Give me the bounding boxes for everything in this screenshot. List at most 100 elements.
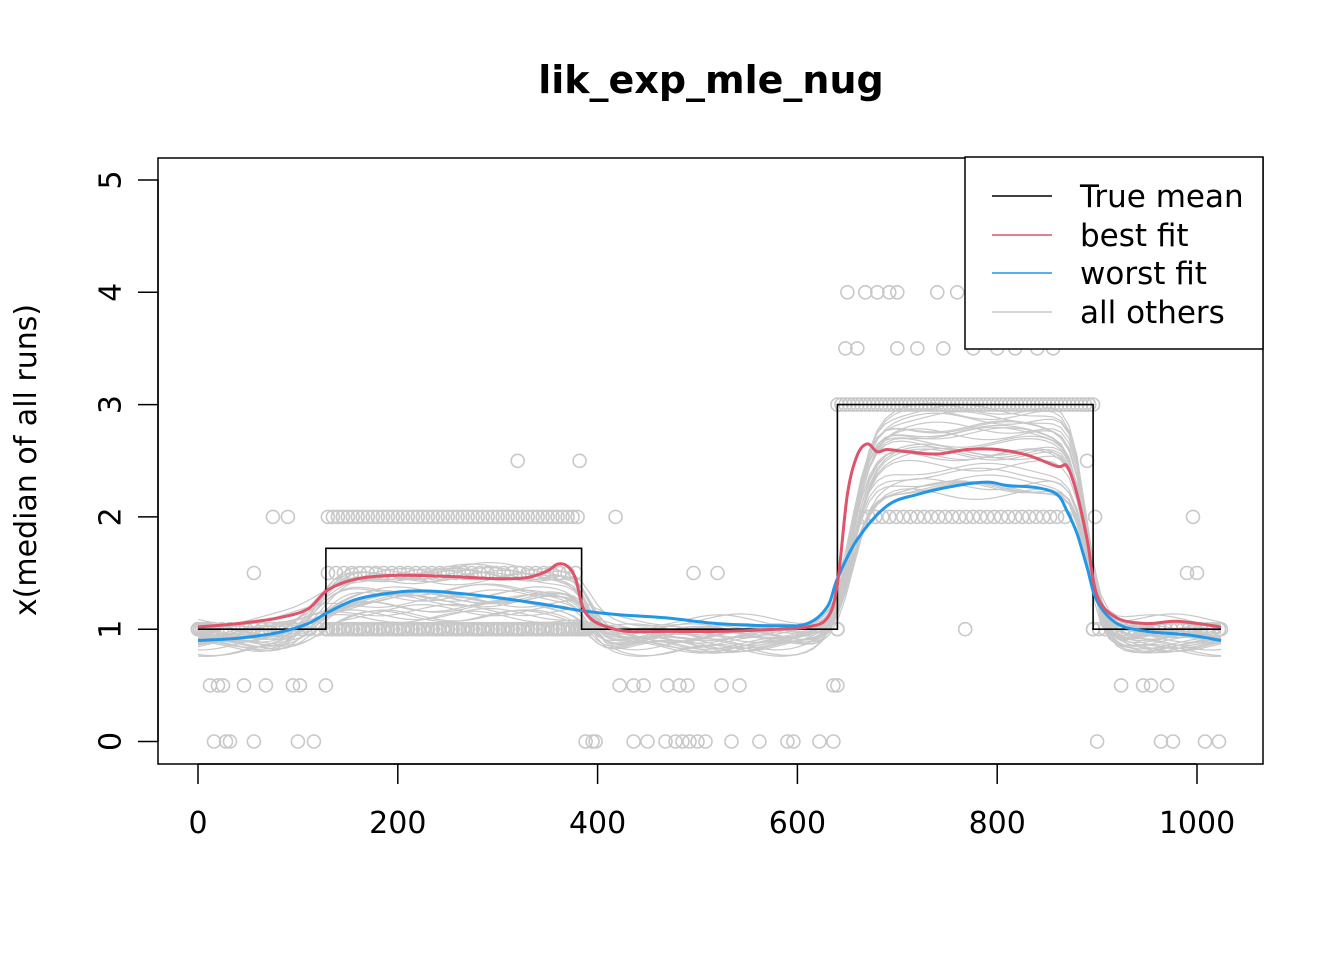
median-point — [448, 621, 464, 637]
median-point — [540, 509, 555, 525]
median-point — [525, 509, 541, 525]
true-mean-line — [198, 403, 1221, 631]
x-tick-label: 1000 — [1159, 806, 1235, 841]
x-tick-label: 200 — [369, 806, 426, 841]
median-point — [550, 509, 565, 525]
median-point — [464, 621, 480, 637]
median-point — [404, 621, 420, 637]
median-point — [440, 509, 456, 525]
median-point — [923, 509, 939, 525]
legend-label-true-mean: True mean — [1079, 179, 1244, 215]
median-point — [686, 565, 701, 581]
median-point — [668, 734, 683, 749]
median-point — [470, 509, 486, 525]
median-point — [325, 509, 341, 525]
x-tick-label: 400 — [569, 806, 626, 841]
median-point — [680, 678, 695, 693]
median-point — [732, 678, 747, 693]
median-point — [524, 621, 540, 637]
median-point — [480, 621, 496, 637]
median-point — [888, 509, 904, 525]
median-point — [520, 565, 536, 581]
median-point — [464, 565, 480, 581]
median-point — [432, 565, 448, 581]
median-point — [400, 565, 416, 581]
legend-label-worst-fit: worst fit — [1080, 256, 1207, 292]
other-run-line — [197, 481, 1222, 647]
median-point — [1211, 734, 1227, 749]
median-point — [1153, 734, 1169, 749]
median-point — [306, 734, 322, 749]
median-point — [460, 621, 476, 637]
median-point — [460, 509, 476, 525]
median-point — [555, 509, 570, 525]
median-point — [218, 734, 234, 749]
median-point — [564, 621, 579, 637]
median-point — [935, 341, 951, 356]
median-point — [375, 509, 391, 525]
median-point — [1021, 509, 1037, 525]
median-point — [889, 341, 905, 356]
median-point — [958, 509, 974, 525]
median-point — [902, 509, 918, 525]
median-point — [450, 509, 466, 525]
median-point — [979, 509, 995, 525]
median-point — [857, 284, 873, 300]
median-point — [572, 453, 587, 469]
median-point — [626, 678, 641, 693]
median-point — [849, 341, 865, 356]
median-point — [570, 509, 585, 525]
median-point — [840, 284, 855, 300]
median-point — [972, 509, 988, 525]
median-point — [588, 734, 603, 749]
median-point — [578, 734, 593, 749]
median-point — [515, 509, 531, 525]
median-point — [410, 509, 426, 525]
median-point — [930, 509, 946, 525]
median-point — [640, 734, 655, 749]
median-point — [335, 509, 351, 525]
median-point — [340, 621, 356, 637]
median-point — [424, 565, 440, 581]
median-point — [336, 621, 352, 637]
median-point — [1000, 509, 1016, 525]
median-point — [285, 678, 301, 693]
median-point — [436, 621, 452, 637]
median-point — [658, 734, 673, 749]
median-point — [1049, 509, 1065, 525]
median-point — [408, 565, 424, 581]
median-point — [400, 621, 416, 637]
median-point — [500, 509, 516, 525]
median-point — [445, 509, 461, 525]
median-point — [492, 621, 508, 637]
y-tick-label: 5 — [94, 170, 129, 189]
median-point — [944, 509, 960, 525]
median-point — [556, 621, 571, 637]
median-point — [444, 621, 460, 637]
y-tick-label: 3 — [94, 395, 129, 414]
median-point — [532, 621, 548, 637]
legend-label-best-fit: best fit — [1080, 218, 1189, 254]
median-point — [485, 509, 501, 525]
median-point — [881, 284, 897, 300]
median-point — [484, 621, 500, 637]
median-point — [416, 565, 432, 581]
median-point — [332, 621, 348, 637]
median-point — [384, 565, 400, 581]
median-point — [724, 734, 739, 749]
median-point — [370, 509, 386, 525]
median-point — [456, 621, 472, 637]
median-point — [348, 621, 364, 637]
median-point — [548, 621, 563, 637]
x-axis: 0 200 400 600 800 1000 — [188, 763, 1235, 841]
median-point — [608, 509, 623, 525]
median-point — [246, 565, 262, 581]
median-point — [420, 621, 436, 637]
median-point — [472, 621, 488, 637]
x-tick-label: 600 — [769, 806, 826, 841]
median-point — [355, 509, 371, 525]
median-point — [420, 509, 436, 525]
median-point — [626, 734, 641, 749]
median-point — [340, 509, 356, 525]
median-point — [440, 621, 456, 637]
